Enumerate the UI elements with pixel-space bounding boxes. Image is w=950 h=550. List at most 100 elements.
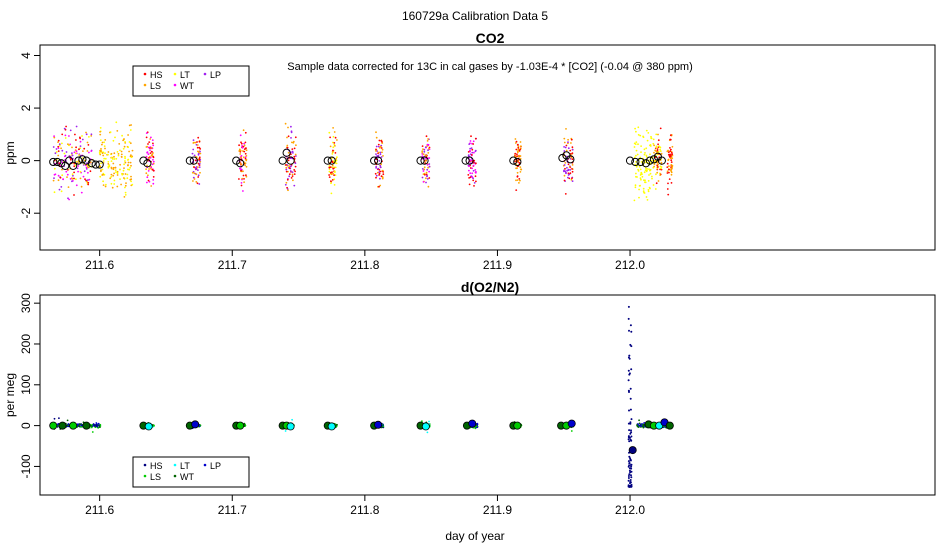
data-point [474, 150, 477, 153]
data-point [670, 173, 673, 176]
data-point [426, 431, 429, 434]
data-point [669, 134, 672, 137]
data-point [421, 155, 424, 158]
spike-point [629, 387, 632, 390]
data-point [475, 180, 477, 183]
data-point [152, 152, 154, 154]
data-point [377, 154, 380, 157]
data-point [424, 173, 426, 176]
data-point [88, 151, 90, 154]
spike-point [628, 329, 630, 332]
data-point [131, 149, 134, 152]
data-point [72, 174, 74, 177]
data-point [67, 197, 69, 200]
data-point [63, 152, 66, 155]
data-point [377, 143, 380, 146]
data-point [111, 158, 114, 160]
data-point [53, 417, 56, 420]
data-point [655, 182, 658, 185]
data-point [643, 153, 646, 156]
data-point [475, 170, 477, 173]
data-point [80, 185, 83, 188]
data-point [194, 159, 197, 162]
data-point [119, 178, 121, 181]
data-point [123, 177, 125, 179]
o2n2-axes: 211.6 211.7 211.8 211.9 212.0 -100 0 100 200 300 [19, 293, 936, 517]
data-point [635, 165, 638, 168]
data-point [192, 180, 194, 182]
data-point [427, 143, 430, 146]
data-point [99, 139, 102, 142]
data-point [639, 174, 642, 176]
data-point [115, 171, 117, 174]
data-point [473, 185, 475, 187]
data-point [101, 168, 104, 171]
data-point [668, 168, 670, 171]
data-point [669, 150, 672, 153]
data-point [87, 183, 90, 186]
data-point [330, 182, 332, 185]
data-point [378, 174, 380, 176]
data-point [148, 168, 151, 170]
data-point [471, 154, 473, 156]
data-point [638, 165, 641, 168]
data-point [90, 133, 93, 136]
data-point [637, 133, 640, 136]
data-point [110, 160, 113, 163]
data-point [195, 168, 198, 171]
data-point [104, 152, 106, 155]
data-point [570, 178, 573, 181]
data-point [152, 176, 155, 178]
mean-marker [144, 422, 153, 431]
data-point [124, 191, 127, 194]
data-point [130, 180, 133, 183]
data-point [514, 138, 517, 140]
mean-marker [420, 156, 429, 165]
data-point [146, 145, 149, 148]
data-point [425, 177, 427, 180]
data-point [112, 168, 115, 171]
data-point [563, 146, 565, 148]
data-point [61, 149, 64, 152]
data-point [667, 151, 670, 154]
data-point [471, 148, 474, 151]
data-point [333, 184, 336, 186]
data-point [377, 167, 380, 170]
data-point [285, 181, 288, 184]
mean-marker [236, 159, 245, 168]
data-point [123, 145, 126, 148]
mean-marker [631, 157, 640, 167]
data-point [88, 163, 91, 166]
data-point [670, 161, 673, 164]
data-point [570, 156, 573, 159]
data-point [471, 167, 473, 170]
data-point [639, 168, 642, 171]
data-point [75, 160, 78, 163]
data-point [422, 170, 425, 172]
data-point [473, 159, 476, 162]
data-point [58, 143, 61, 146]
spike-point [628, 373, 631, 376]
data-point [66, 173, 69, 176]
data-point [660, 167, 662, 170]
data-point [75, 139, 77, 141]
data-point [566, 166, 568, 169]
data-point [635, 172, 637, 175]
data-point [124, 173, 127, 175]
data-point [285, 166, 288, 169]
data-point [191, 152, 194, 155]
data-point [381, 177, 384, 180]
data-point [564, 146, 567, 149]
data-point [146, 151, 149, 154]
data-point [198, 183, 201, 185]
data-point [69, 129, 72, 132]
data-point [659, 150, 662, 153]
data-point [99, 133, 102, 136]
mean-marker [189, 156, 198, 165]
data-point [240, 169, 242, 172]
data-point [636, 424, 638, 426]
data-point [123, 138, 125, 140]
data-point [239, 153, 242, 155]
spike-point [627, 356, 630, 359]
data-point [110, 175, 113, 178]
